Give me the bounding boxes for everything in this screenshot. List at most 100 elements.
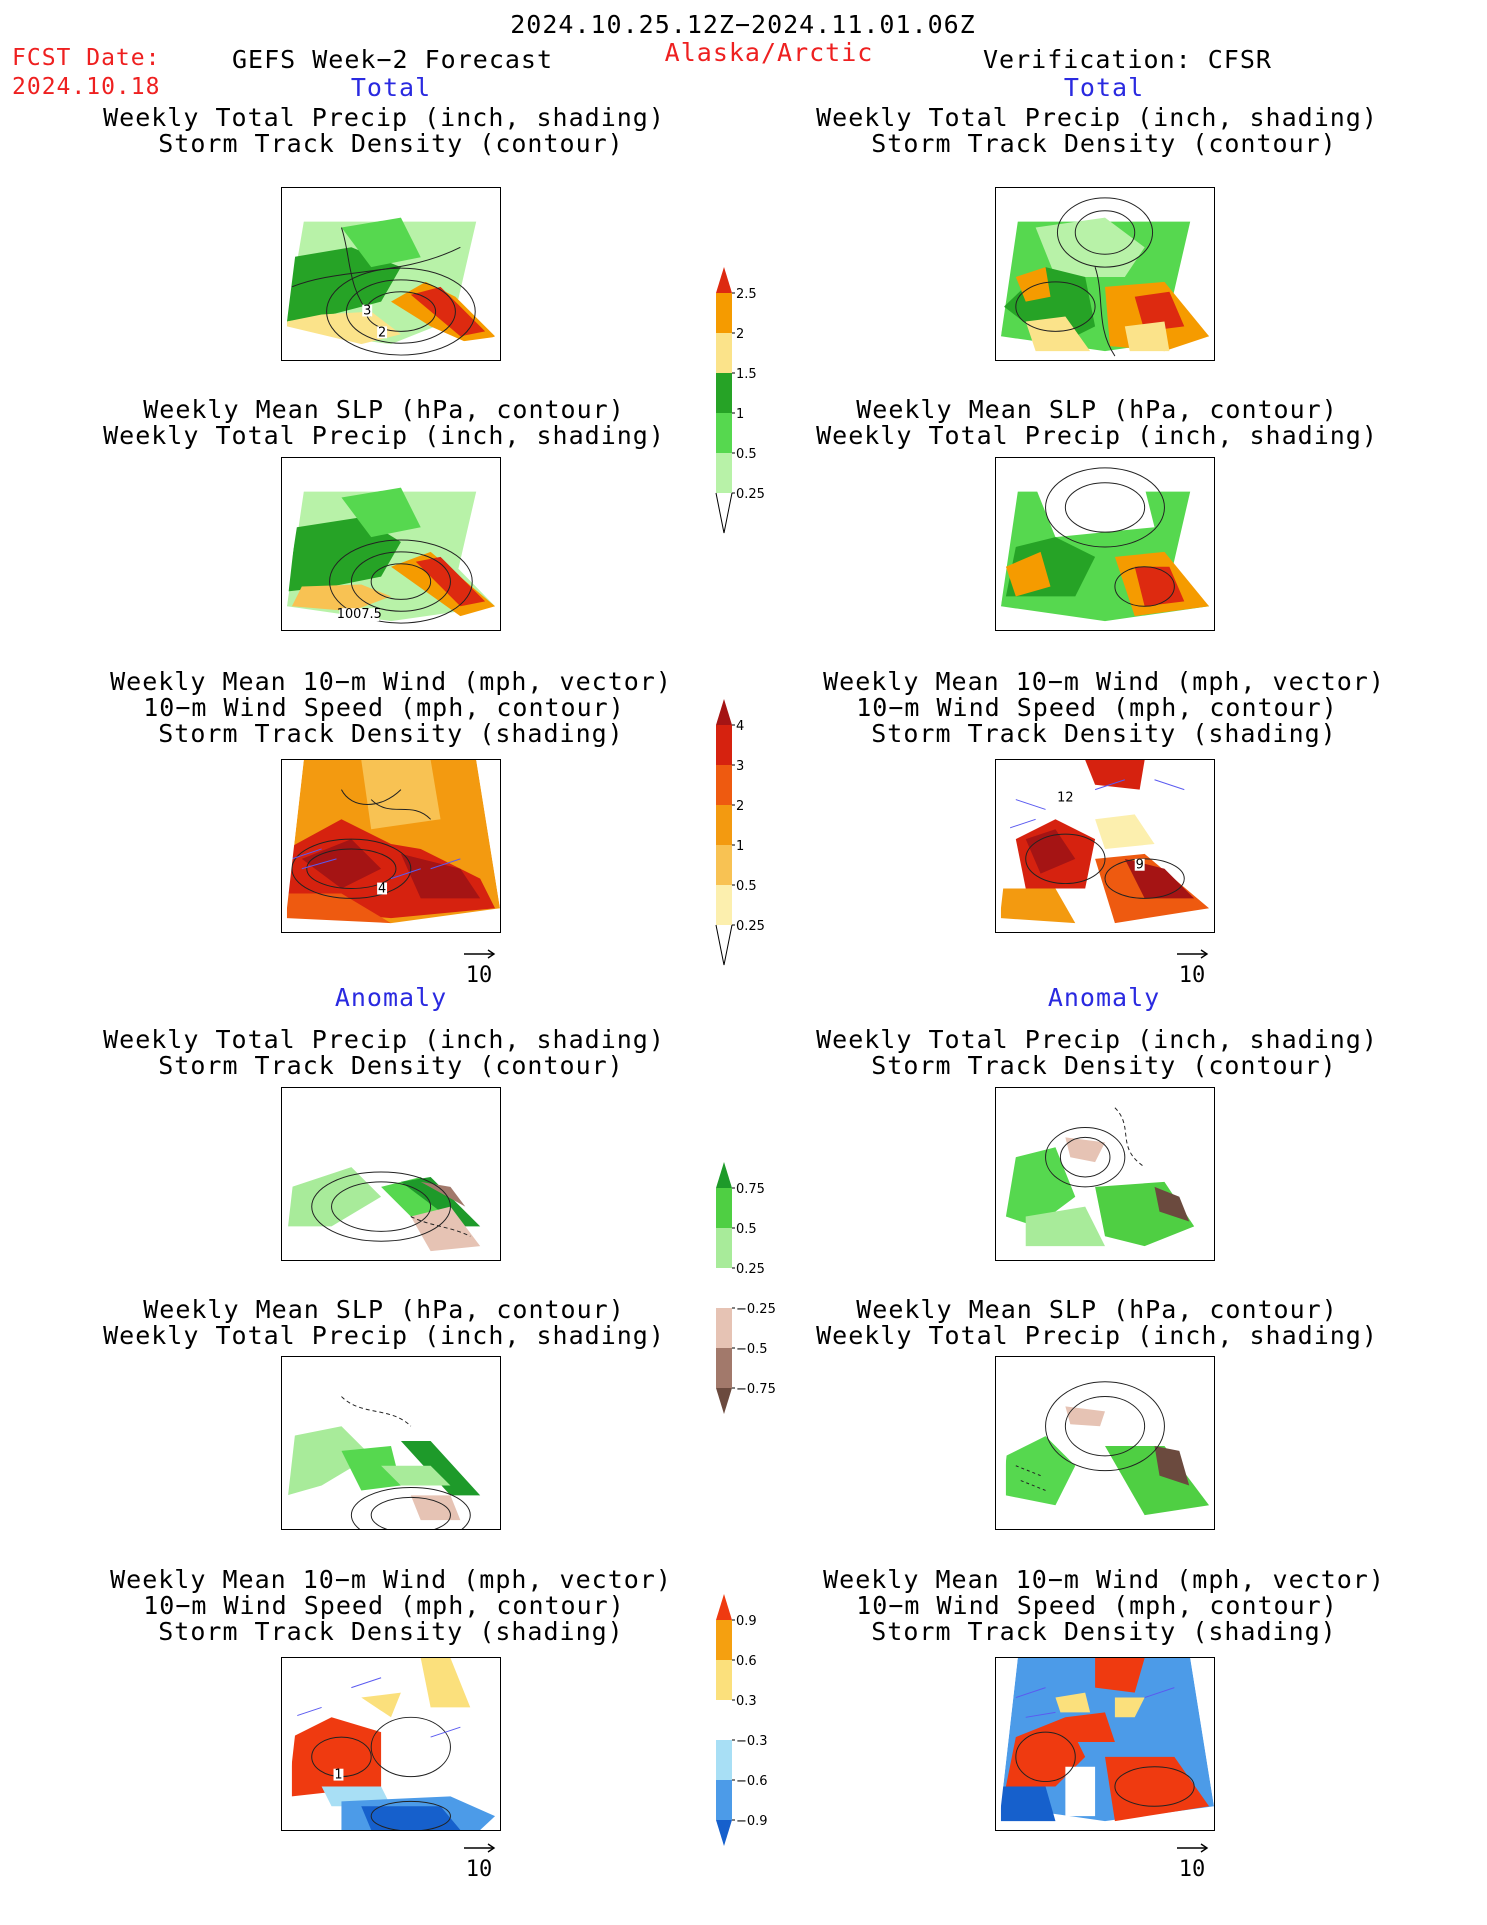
contour-label: 4 xyxy=(378,881,386,896)
section-anom-left: Anomaly xyxy=(334,983,448,1012)
colorbar-cap xyxy=(716,1820,732,1846)
colorbar-label: 0.75 xyxy=(736,1182,765,1197)
contour-label: 9 xyxy=(1136,858,1144,873)
title-fc-precip-total-2: Storm Track Density (contour) xyxy=(158,129,624,158)
colorbar-label: 0.25 xyxy=(736,1262,765,1277)
colorbar-swatch xyxy=(716,1700,732,1740)
arrow-right-icon xyxy=(464,949,496,959)
title-obs-slp-total-2: Weekly Total Precip (inch, shading) xyxy=(816,421,1378,450)
colorbar-swatch xyxy=(716,293,732,333)
colorbar-swatch xyxy=(716,1188,732,1228)
colorbar-label: −0.6 xyxy=(736,1774,768,1789)
verification-title: Verification: CFSR xyxy=(983,45,1272,74)
contour-label-box xyxy=(362,304,373,317)
title-fc-slp-anom-1: Weekly Mean SLP (hPa, contour) xyxy=(143,1295,625,1324)
title-fc-precip-total-1: Weekly Total Precip (inch, shading) xyxy=(103,103,665,132)
wind-ref-vector-3: 10 xyxy=(456,1840,502,1882)
map-obs-slp-total xyxy=(995,457,1215,631)
title-obs-wind-anom-2: 10−m Wind Speed (mph, contour) xyxy=(856,1591,1338,1620)
title-fc-precip-anom-1: Weekly Total Precip (inch, shading) xyxy=(103,1025,665,1054)
arrow-right-icon xyxy=(464,1843,496,1853)
map-fc-slp-anom xyxy=(281,1356,501,1530)
colorbar-swatch xyxy=(716,1780,732,1820)
colorbar-swatch xyxy=(716,765,732,805)
title-fc-wind-anom-2: 10−m Wind Speed (mph, contour) xyxy=(143,1591,625,1620)
map-obs-wind-total: 12 9 xyxy=(995,759,1215,933)
map-fc-precip-total: 3 2 xyxy=(281,187,501,361)
title-obs-wind-total-1: Weekly Mean 10−m Wind (mph, vector) xyxy=(823,667,1385,696)
title-obs-precip-anom-1: Weekly Total Precip (inch, shading) xyxy=(816,1025,1378,1054)
title-obs-wind-total-3: Storm Track Density (shading) xyxy=(871,719,1337,748)
colorbar-label: 0.9 xyxy=(736,1614,757,1629)
title-obs-precip-anom-2: Storm Track Density (contour) xyxy=(871,1051,1337,1080)
colorbar-cap xyxy=(716,1162,732,1188)
title-obs-slp-anom-2: Weekly Total Precip (inch, shading) xyxy=(816,1321,1378,1350)
colorbar-label: 1 xyxy=(736,407,744,422)
title-fc-wind-anom-1: Weekly Mean 10−m Wind (mph, vector) xyxy=(110,1565,672,1594)
colorbar-label: 0.25 xyxy=(736,487,765,502)
colorbar-swatch xyxy=(716,1268,732,1308)
colorbar-label: 2 xyxy=(736,327,744,342)
colorbar-label: 1 xyxy=(736,839,744,854)
fcst-date-label: FCST Date: xyxy=(12,45,161,71)
colorbar-swatch xyxy=(716,1348,732,1388)
section-anom-right: Anomaly xyxy=(1047,983,1161,1012)
colorbar-swatch xyxy=(716,453,732,493)
wind-ref-value: 10 xyxy=(1178,1857,1206,1882)
title-obs-slp-total-1: Weekly Mean SLP (hPa, contour) xyxy=(856,395,1338,424)
title-fc-wind-total-1: Weekly Mean 10−m Wind (mph, vector) xyxy=(110,667,672,696)
map-fc-precip-anom xyxy=(281,1087,501,1261)
colorbar-label: 2 xyxy=(736,799,744,814)
colorbar-cap xyxy=(716,699,732,725)
colorbar-label: 3 xyxy=(736,759,744,774)
colorbar-precip-total: 2.5 2 1.5 1 0.5 0.25 xyxy=(715,267,786,534)
colorbar-label: 1.5 xyxy=(736,367,757,382)
colorbar-label: 0.3 xyxy=(736,1694,757,1709)
model-title: GEFS Week−2 Forecast xyxy=(232,45,554,74)
colorbar-swatch xyxy=(716,1308,732,1348)
title-obs-wind-anom-3: Storm Track Density (shading) xyxy=(871,1617,1337,1646)
colorbar-swatch xyxy=(716,1660,732,1700)
colorbar-precip-anom: 0.75 0.5 0.25 −0.25 −0.5 −0.75 xyxy=(716,1162,786,1414)
colorbar-label: 2.5 xyxy=(736,287,757,302)
title-obs-precip-total-2: Storm Track Density (contour) xyxy=(871,129,1337,158)
colorbar-label: 0.5 xyxy=(736,879,757,894)
wind-ref-value: 10 xyxy=(465,963,493,988)
wind-ref-vector-2: 10 xyxy=(1169,946,1215,988)
colorbar-swatch xyxy=(716,885,732,925)
title-fc-wind-total-2: 10−m Wind Speed (mph, contour) xyxy=(143,693,625,722)
colorbar-label: 4 xyxy=(736,719,744,734)
title-obs-slp-anom-1: Weekly Mean SLP (hPa, contour) xyxy=(856,1295,1338,1324)
colorbar-cap xyxy=(715,924,733,966)
wind-ref-value: 10 xyxy=(465,1857,493,1882)
colorbar-cap xyxy=(716,1388,732,1414)
contour-label: 1007.5 xyxy=(337,607,382,622)
colorbar-swatch xyxy=(716,1620,732,1660)
colorbar-label: 0.5 xyxy=(736,1222,757,1237)
contour-label: 1 xyxy=(334,1768,342,1783)
map-obs-wind-anom xyxy=(995,1657,1215,1831)
section-total-right: Total xyxy=(1063,73,1145,102)
colorbar-label: 0.25 xyxy=(736,919,765,934)
contour-label: 2 xyxy=(378,325,386,340)
colorbar-swatch xyxy=(716,413,732,453)
colorbar-cap xyxy=(715,492,733,534)
title-obs-wind-total-2: 10−m Wind Speed (mph, contour) xyxy=(856,693,1338,722)
wind-ref-vector-4: 10 xyxy=(1169,1840,1215,1882)
title-fc-slp-anom-2: Weekly Total Precip (inch, shading) xyxy=(103,1321,665,1350)
wind-ref-value: 10 xyxy=(1178,963,1206,988)
map-fc-wind-total: 4 xyxy=(281,759,501,933)
colorbar-label: 0.6 xyxy=(736,1654,757,1669)
map-obs-slp-anom xyxy=(995,1356,1215,1530)
colorbar-swatch xyxy=(716,1228,732,1268)
arrow-right-icon xyxy=(1177,1843,1209,1853)
colorbar-swatch xyxy=(716,1740,732,1780)
section-total-left: Total xyxy=(350,73,432,102)
contour-label: 3 xyxy=(363,304,371,319)
map-obs-precip-anom xyxy=(995,1087,1215,1261)
colorbar-swatch xyxy=(716,805,732,845)
colorbar-cap xyxy=(716,1594,732,1620)
region-title: Alaska/Arctic xyxy=(664,38,874,67)
title-fc-wind-anom-3: Storm Track Density (shading) xyxy=(158,1617,624,1646)
arrow-right-icon xyxy=(1177,949,1209,959)
